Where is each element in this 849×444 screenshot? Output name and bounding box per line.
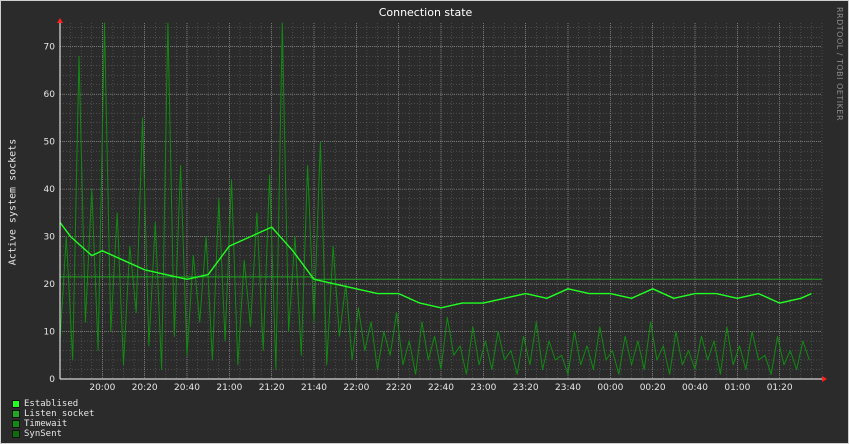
series-line-listen-socket — [60, 276, 822, 280]
y-tick-label: 20 — [44, 280, 56, 290]
x-tick-label: 22:40 — [428, 383, 454, 393]
x-axis-arrow — [822, 376, 827, 382]
x-tick-label: 21:00 — [216, 383, 242, 393]
chart-title: Connection state — [378, 6, 473, 19]
y-tick-label: 60 — [44, 90, 56, 100]
legend-item-timewait: Timewait — [12, 419, 94, 429]
y-tick-label: 50 — [44, 138, 56, 148]
legend-swatch-timewait — [12, 420, 20, 428]
rrdtool-watermark: RRDTOOL / TOBI OETIKER — [835, 7, 844, 122]
x-tick-label: 23:20 — [513, 383, 539, 393]
x-tick-label: 20:20 — [132, 383, 158, 393]
x-tick-label: 01:20 — [767, 383, 793, 393]
legend-label-timewait: Timewait — [24, 419, 68, 429]
series-line-timewait — [59, 22, 810, 375]
x-tick-label: 23:00 — [470, 383, 496, 393]
legend-swatch-established — [12, 400, 20, 408]
y-tick-label: 70 — [44, 43, 56, 53]
legend-item-established: Establised — [12, 399, 94, 409]
y-tick-label: 0 — [49, 375, 55, 385]
legend-label-synsent: SynSent — [24, 429, 62, 439]
legend: Establised Listen socket Timewait SynSen… — [12, 399, 94, 439]
x-tick-label: 20:00 — [89, 383, 115, 393]
legend-swatch-listen-socket — [12, 410, 20, 418]
x-tick-label: 22:00 — [343, 383, 369, 393]
x-tick-label: 20:40 — [174, 383, 200, 393]
legend-item-synsent: SynSent — [12, 429, 94, 439]
x-tick-label: 21:40 — [301, 383, 327, 393]
x-tick-label: 22:20 — [386, 383, 412, 393]
x-tick-label: 00:20 — [640, 383, 666, 393]
x-tick-label: 23:40 — [555, 383, 581, 393]
x-tick-label: 00:40 — [682, 383, 708, 393]
y-tick-label: 10 — [44, 328, 56, 338]
x-tick-label: 00:00 — [597, 383, 623, 393]
y-tick-label: 40 — [44, 185, 56, 195]
x-tick-label: 01:00 — [724, 383, 750, 393]
legend-item-listen-socket: Listen socket — [12, 409, 94, 419]
legend-label-established: Establised — [24, 399, 79, 409]
legend-label-listen-socket: Listen socket — [24, 409, 95, 419]
y-tick-label: 30 — [44, 233, 56, 243]
legend-swatch-synsent — [12, 430, 20, 438]
y-axis-arrow — [57, 18, 63, 23]
x-tick-label: 21:20 — [259, 383, 285, 393]
series-line-establised — [59, 221, 812, 309]
